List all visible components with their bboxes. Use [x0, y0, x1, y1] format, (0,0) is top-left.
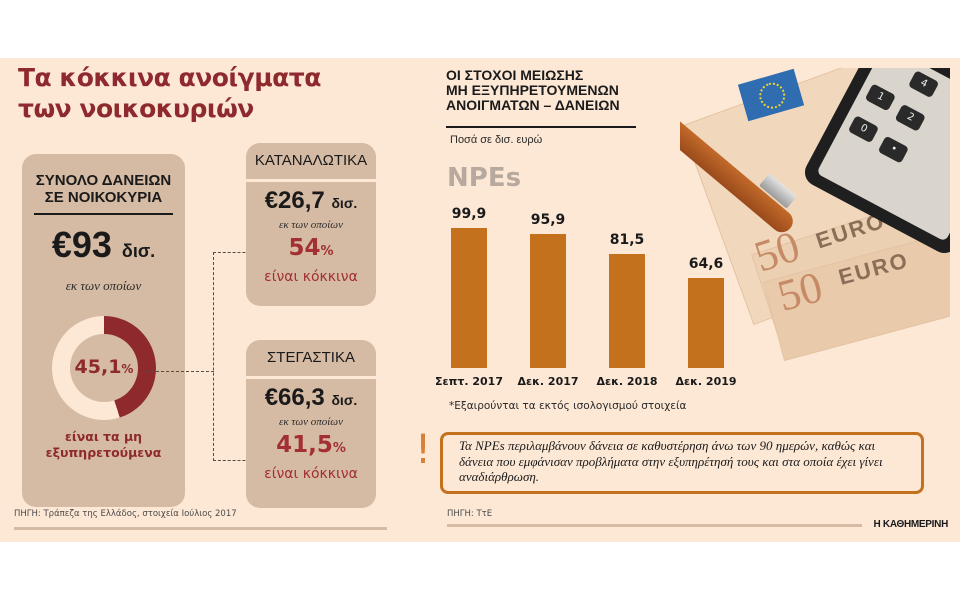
footer-rule [447, 524, 862, 527]
mortgage-amount-value: €66,3 [264, 384, 325, 411]
bar [451, 228, 487, 368]
total-amount-value: €93 [51, 224, 112, 265]
connector-line [213, 460, 265, 461]
mortgage-pct-sign: % [332, 441, 346, 456]
consumer-amount: €26,7 δισ. [246, 187, 376, 215]
money-calculator-photo: 50 EURO 50 EURO 4 1 2 0 • [680, 68, 950, 368]
consumer-amount-value: €26,7 [264, 187, 325, 214]
total-amount: €93 δισ. [22, 224, 185, 266]
bar [688, 278, 724, 368]
calculator-key: 4 [907, 70, 940, 99]
bar-value-label: 81,5 [609, 232, 645, 248]
total-amount-unit: δισ. [121, 241, 156, 261]
total-of-which: εκ των οποίων [65, 278, 142, 293]
consumer-npl-percent: 54% [246, 235, 376, 261]
bar [530, 234, 566, 368]
npl-caption: είναι τα μη εξυπηρετούμενα [22, 429, 185, 461]
npl-caption-line-2: εξυπηρετούμενα [45, 445, 162, 460]
footer-rule [14, 527, 387, 530]
npl-percent-sign: % [121, 362, 134, 376]
main-title: Τα κόκκινα ανοίγματα των νοικοκυριών [18, 62, 321, 124]
connector-line [146, 371, 214, 372]
note-text: Τα NPEs περιλαμβάνουν δάνεια σε καθυστέρ… [459, 438, 883, 484]
connector-line [213, 252, 214, 461]
brand-logo: Η ΚΑΘΗΜΕΡΙΝΗ [873, 519, 949, 530]
mortgage-amount: €66,3 δισ. [246, 384, 376, 412]
mortgage-npl-percent: 41,5% [246, 432, 376, 458]
npl-percent-value: 45,1 [74, 356, 122, 378]
consumer-pct-value: 54 [288, 235, 321, 261]
exclamation-icon: ! [415, 427, 432, 473]
bar-category-label: Δεκ. 2017 [517, 375, 579, 388]
bar-value-label: 64,6 [688, 256, 724, 272]
consumer-pct-sign: % [320, 244, 334, 259]
main-title-line-2: των νοικοκυριών [18, 94, 254, 123]
bar-category-label: Δεκ. 2018 [596, 375, 658, 388]
chart-title-line-1: ΟΙ ΣΤΟΧΟΙ ΜΕΙΩΣΗΣ [446, 67, 584, 83]
total-loans-heading: ΣΥΝΟΛΟ ΔΑΝΕΙΩΝ ΣΕ ΝΟΙΚΟΚΥΡΙΑ [22, 172, 185, 206]
consumer-amount-unit: δισ. [331, 195, 358, 211]
calculator-key: 0 [847, 115, 880, 144]
bar-value-label: 99,9 [451, 206, 487, 222]
connector-line [213, 252, 265, 253]
bar-category-label: Δεκ. 2019 [675, 375, 737, 388]
bar-category-label: Σεπτ. 2017 [435, 375, 503, 388]
chart-title-line-2: ΜΗ ΕΞΥΠΗΡΕΤΟΥΜΕΝΩΝ [446, 82, 619, 98]
consumer-loans-card: ΚΑΤΑΝΑΛΩΤΙΚΑ €26,7 δισ. εκ των οποίων 54… [246, 143, 376, 306]
source-right: ΠΗΓΗ: ΤτΕ [447, 509, 493, 519]
mortgage-caption: είναι κόκκινα [264, 466, 358, 482]
consumer-caption: είναι κόκκινα [264, 269, 358, 285]
series-label: NPEs [447, 163, 522, 193]
divider [446, 126, 636, 128]
mortgage-of-which: εκ των οποίων [279, 416, 343, 428]
calculator-key: 2 [894, 103, 926, 132]
bar [609, 254, 645, 368]
mortgage-heading: ΣΤΕΓΑΣΤΙΚΑ [246, 340, 376, 379]
npe-definition-note: Τα NPEs περιλαμβάνουν δάνεια σε καθυστέρ… [440, 432, 924, 494]
source-left: ΠΗΓΗ: Τράπεζα της Ελλάδος, στοιχεία Ιούλ… [14, 509, 237, 519]
consumer-of-which: εκ των οποίων [279, 219, 343, 231]
bar-value-label: 95,9 [530, 212, 566, 228]
mortgage-amount-unit: δισ. [331, 392, 358, 408]
chart-title: ΟΙ ΣΤΟΧΟΙ ΜΕΙΩΣΗΣ ΜΗ ΕΞΥΠΗΡΕΤΟΥΜΕΝΩΝ ΑΝΟ… [446, 68, 620, 113]
mortgage-loans-card: ΣΤΕΓΑΣΤΙΚΑ €66,3 δισ. εκ των οποίων 41,5… [246, 340, 376, 508]
donut-hole [70, 334, 138, 402]
consumer-heading: ΚΑΤΑΝΑΛΩΤΙΚΑ [246, 143, 376, 182]
total-heading-line-2: ΣΕ ΝΟΙΚΟΚΥΡΙΑ [44, 189, 163, 206]
chart-subtitle: Ποσά σε δισ. ευρώ [450, 134, 543, 146]
calculator-key: • [877, 135, 910, 164]
npl-percent-label: 45,1% [52, 356, 156, 378]
total-heading-line-1: ΣΥΝΟΛΟ ΔΑΝΕΙΩΝ [35, 172, 172, 189]
divider [34, 213, 173, 215]
chart-title-line-3: ΑΝΟΙΓΜΑΤΩΝ – ΔΑΝΕΙΩΝ [446, 97, 620, 113]
npl-caption-line-1: είναι τα μη [64, 429, 143, 444]
chart-footnote: *Εξαιρούνται τα εκτός ισολογισμού στοιχε… [449, 400, 687, 412]
mortgage-pct-value: 41,5 [276, 432, 333, 458]
calculator-key: 1 [864, 83, 897, 112]
main-title-line-1: Τα κόκκινα ανοίγματα [18, 63, 321, 92]
